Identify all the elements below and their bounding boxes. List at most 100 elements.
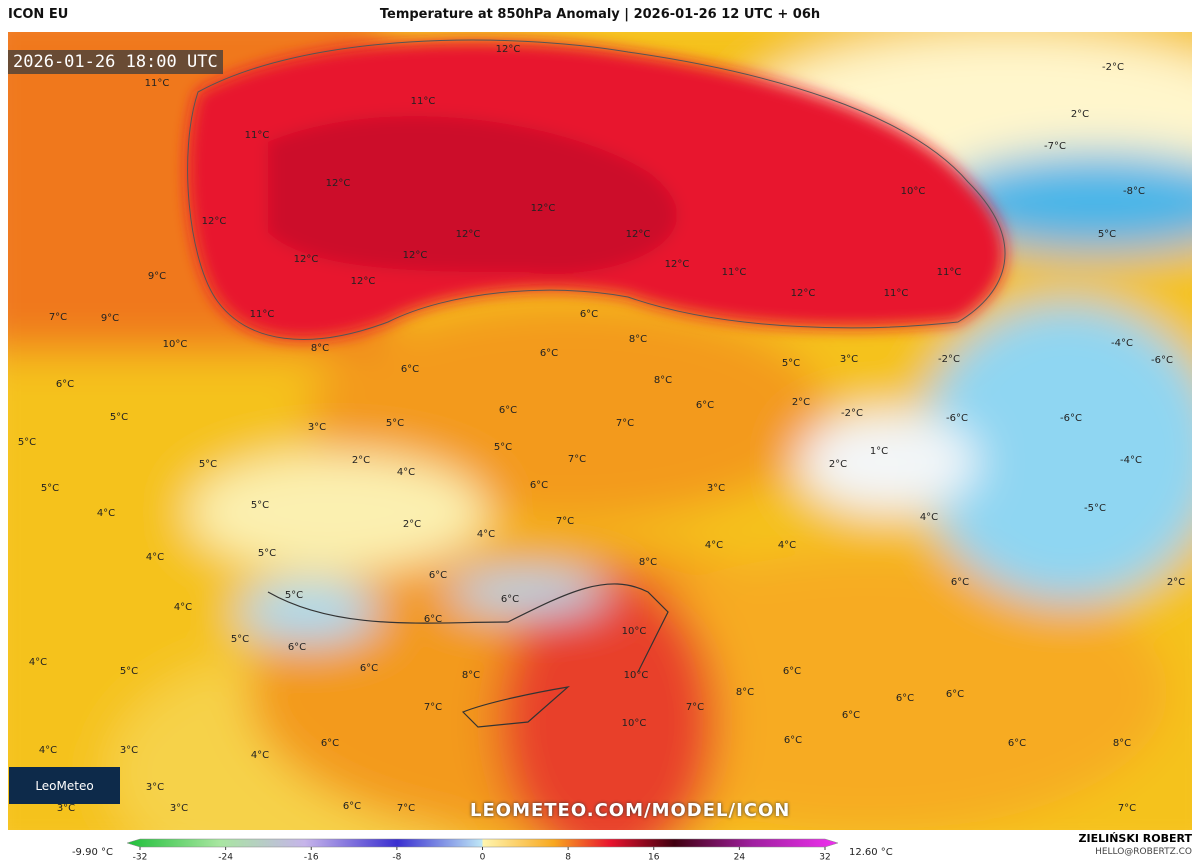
temperature-label: 8°C bbox=[654, 375, 672, 386]
temperature-label: 11°C bbox=[145, 78, 170, 89]
email: HELLO@ROBERTZ.CO bbox=[1095, 847, 1192, 857]
temperature-label: 10°C bbox=[622, 626, 647, 637]
temperature-label: 6°C bbox=[540, 348, 558, 359]
temperature-label: 12°C bbox=[294, 254, 319, 265]
temperature-label: 9°C bbox=[101, 313, 119, 324]
temperature-label: -6°C bbox=[1151, 355, 1173, 366]
temperature-label: 8°C bbox=[629, 334, 647, 345]
temperature-label: 6°C bbox=[429, 570, 447, 581]
temperature-label: 5°C bbox=[251, 500, 269, 511]
temperature-label: 6°C bbox=[530, 480, 548, 491]
temperature-label: 3°C bbox=[840, 354, 858, 365]
temperature-label: 7°C bbox=[424, 702, 442, 713]
temperature-label: 6°C bbox=[56, 379, 74, 390]
temperature-label: 8°C bbox=[639, 557, 657, 568]
temperature-label: 4°C bbox=[397, 467, 415, 478]
temperature-label: 7°C bbox=[556, 516, 574, 527]
temperature-label: 4°C bbox=[146, 552, 164, 563]
temperature-label: -4°C bbox=[1111, 338, 1133, 349]
temperature-label: 10°C bbox=[622, 718, 647, 729]
temperature-label: -7°C bbox=[1044, 141, 1066, 152]
temperature-labels: 12°C 11°C 11°C 11°C 12°C 12°C 10°C 12°C 12°C 12°C… bbox=[18, 44, 1185, 814]
temperature-label: 5°C bbox=[782, 358, 800, 369]
temperature-label: 4°C bbox=[39, 745, 57, 756]
temperature-label: 11°C bbox=[411, 96, 436, 107]
temperature-label: 4°C bbox=[251, 750, 269, 761]
temperature-label: 12°C bbox=[665, 259, 690, 270]
temperature-label: 6°C bbox=[842, 710, 860, 721]
temperature-label: 4°C bbox=[705, 540, 723, 551]
temperature-label: 7°C bbox=[1118, 803, 1136, 814]
temperature-label: 5°C bbox=[1098, 229, 1116, 240]
colorbar-ramp bbox=[126, 838, 839, 848]
colorbar-tick-label: -16 bbox=[304, 853, 319, 863]
temperature-label: 10°C bbox=[163, 339, 188, 350]
title: Temperature at 850hPa Anomaly | 2026-01-… bbox=[379, 7, 821, 22]
colorbar-tick-label: 8 bbox=[565, 853, 571, 863]
temperature-label: 12°C bbox=[626, 229, 651, 240]
temperature-label: 6°C bbox=[501, 594, 519, 605]
temperature-label: 5°C bbox=[120, 666, 138, 677]
temperature-label: 4°C bbox=[97, 508, 115, 519]
temperature-label: 6°C bbox=[951, 577, 969, 588]
temperature-label: 3°C bbox=[57, 803, 75, 814]
temperature-label: 7°C bbox=[397, 803, 415, 814]
temperature-label: -8°C bbox=[1123, 186, 1145, 197]
model-name: ICON EU bbox=[8, 7, 69, 22]
temperature-label: 11°C bbox=[884, 288, 909, 299]
temperature-label: 6°C bbox=[580, 309, 598, 320]
colorbar-tick-label: 24 bbox=[734, 853, 746, 863]
author: ZIELIŃSKI ROBERT bbox=[1078, 832, 1192, 845]
temperature-label: 2°C bbox=[792, 397, 810, 408]
temperature-label: 5°C bbox=[231, 634, 249, 645]
temperature-label: -6°C bbox=[946, 413, 968, 424]
temperature-label: 5°C bbox=[258, 548, 276, 559]
temperature-label: -5°C bbox=[1084, 503, 1106, 514]
coastline bbox=[267, 583, 669, 673]
temperature-label: 5°C bbox=[386, 418, 404, 429]
colorbar-tick-label: -24 bbox=[218, 853, 233, 863]
temperature-label: 3°C bbox=[308, 422, 326, 433]
temperature-label: 10°C bbox=[624, 670, 649, 681]
temperature-label: 8°C bbox=[462, 670, 480, 681]
temperature-label: 6°C bbox=[288, 642, 306, 653]
temperature-label: 5°C bbox=[41, 483, 59, 494]
map: 12°C 11°C 11°C 11°C 12°C 12°C 10°C 12°C 12°C 12°C… bbox=[8, 32, 1192, 830]
temperature-label: 4°C bbox=[778, 540, 796, 551]
temperature-label: 2°C bbox=[352, 455, 370, 466]
temperature-label: 12°C bbox=[531, 203, 556, 214]
temperature-label: 6°C bbox=[1008, 738, 1026, 749]
temperature-label: 2°C bbox=[1071, 109, 1089, 120]
max-value: 12.60 °C bbox=[849, 847, 893, 858]
temperature-label: 5°C bbox=[285, 590, 303, 601]
temperature-label: 8°C bbox=[736, 687, 754, 698]
coastline bbox=[187, 39, 1006, 340]
temperature-label: 12°C bbox=[456, 229, 481, 240]
colorbar: -9.90 °C 12.60 °C -32 -24 -16 -8 0 8 16 24 32 bbox=[72, 838, 893, 863]
temperature-label: 4°C bbox=[174, 602, 192, 613]
temperature-label: 5°C bbox=[494, 442, 512, 453]
temperature-label: 6°C bbox=[784, 735, 802, 746]
temperature-label: 4°C bbox=[29, 657, 47, 668]
temperature-label: 7°C bbox=[568, 454, 586, 465]
temperature-label: 3°C bbox=[120, 745, 138, 756]
temperature-label: 3°C bbox=[707, 483, 725, 494]
temperature-label: 5°C bbox=[199, 459, 217, 470]
colorbar-tick-label: 16 bbox=[648, 853, 660, 863]
temperature-label: 8°C bbox=[1113, 738, 1131, 749]
temperature-label: 3°C bbox=[146, 782, 164, 793]
temperature-label: 8°C bbox=[311, 343, 329, 354]
temperature-label: 12°C bbox=[202, 216, 227, 227]
temperature-label: 5°C bbox=[110, 412, 128, 423]
temperature-label: 6°C bbox=[946, 689, 964, 700]
temperature-label: 6°C bbox=[499, 405, 517, 416]
temperature-label: 12°C bbox=[326, 178, 351, 189]
temperature-label: 7°C bbox=[686, 702, 704, 713]
temperature-label: 5°C bbox=[18, 437, 36, 448]
temperature-label: 4°C bbox=[477, 529, 495, 540]
logo: LeoMeteo bbox=[9, 767, 120, 804]
colorbar-tick-label: -32 bbox=[133, 853, 148, 863]
temperature-field bbox=[8, 32, 1192, 830]
temperature-label: 12°C bbox=[351, 276, 376, 287]
